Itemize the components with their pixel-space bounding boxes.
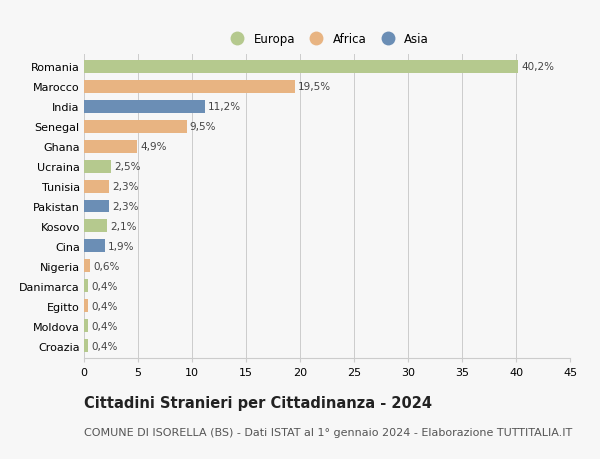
Text: 0,4%: 0,4% [92, 341, 118, 351]
Text: COMUNE DI ISORELLA (BS) - Dati ISTAT al 1° gennaio 2024 - Elaborazione TUTTITALI: COMUNE DI ISORELLA (BS) - Dati ISTAT al … [84, 427, 572, 437]
Text: 19,5%: 19,5% [298, 82, 331, 92]
Legend: Europa, Africa, Asia: Europa, Africa, Asia [223, 31, 431, 48]
Bar [84, 140, 137, 153]
Bar [84, 319, 88, 333]
Text: 0,4%: 0,4% [92, 281, 118, 291]
Text: 2,5%: 2,5% [114, 162, 141, 172]
Bar [84, 120, 187, 133]
Bar [84, 300, 88, 313]
Text: 0,6%: 0,6% [94, 261, 120, 271]
Text: 40,2%: 40,2% [521, 62, 554, 72]
Bar [84, 180, 109, 193]
Text: Cittadini Stranieri per Cittadinanza - 2024: Cittadini Stranieri per Cittadinanza - 2… [84, 395, 432, 410]
Bar [84, 220, 107, 233]
Bar [84, 200, 109, 213]
Text: 2,3%: 2,3% [112, 182, 139, 191]
Bar [84, 240, 104, 253]
Text: 11,2%: 11,2% [208, 102, 241, 112]
Bar [84, 61, 518, 73]
Text: 2,1%: 2,1% [110, 222, 136, 231]
Bar [84, 160, 111, 173]
Text: 4,9%: 4,9% [140, 142, 167, 152]
Text: 9,5%: 9,5% [190, 122, 217, 132]
Bar [84, 101, 205, 113]
Bar [84, 280, 88, 293]
Text: 0,4%: 0,4% [92, 301, 118, 311]
Bar [84, 340, 88, 353]
Text: 1,9%: 1,9% [108, 241, 134, 252]
Text: 2,3%: 2,3% [112, 202, 139, 212]
Bar [84, 80, 295, 94]
Text: 0,4%: 0,4% [92, 321, 118, 331]
Bar [84, 260, 91, 273]
